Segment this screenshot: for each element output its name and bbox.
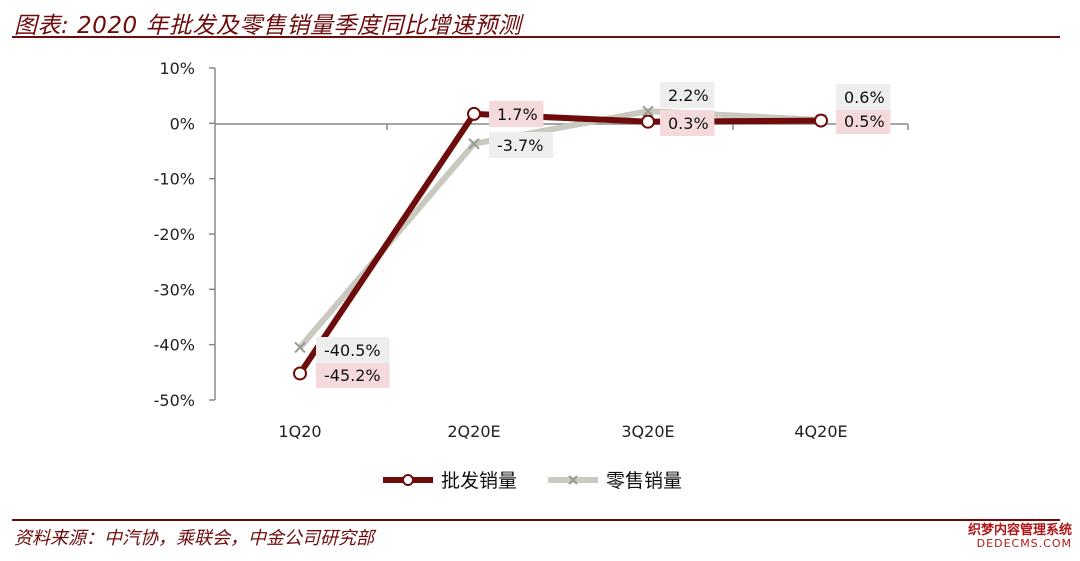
data-label: 1.7% <box>489 101 544 127</box>
source-note: 资料来源：中汽协，乘联会，中金公司研究部 <box>14 528 374 549</box>
data-point <box>467 106 481 121</box>
data-label-text: 1.7% <box>497 105 538 124</box>
chart-title: 图表: 2020 年批发及零售销量季度同比增速预测 <box>14 13 522 39</box>
data-point <box>814 113 828 128</box>
data-label: -45.2% <box>316 362 390 388</box>
watermark: 织梦内容管理系统 DEDECMS.COM <box>967 523 1072 551</box>
y-tick-label: 0% <box>170 114 195 133</box>
source-divider <box>12 519 1060 521</box>
data-label-text: 0.5% <box>844 112 885 131</box>
data-point <box>641 114 655 129</box>
legend-label: 零售销量 <box>606 470 682 492</box>
x-tick-label: 4Q20E <box>794 422 847 441</box>
series-layer <box>293 105 828 381</box>
title-divider <box>12 36 1060 38</box>
y-tick-label: -40% <box>154 336 195 355</box>
data-label-bg <box>660 82 715 108</box>
data-point <box>642 105 654 117</box>
data-label: 0.5% <box>836 108 891 134</box>
y-tick-label: -50% <box>154 391 195 410</box>
y-tick-label: -30% <box>154 280 195 299</box>
data-label: 0.6% <box>836 84 891 110</box>
legend-marker <box>568 475 578 485</box>
data-label-text: -40.5% <box>324 341 381 360</box>
data-label-bg <box>836 108 891 134</box>
legend-label: 批发销量 <box>441 470 517 492</box>
watermark-line2: DEDECMS.COM <box>976 537 1072 551</box>
data-label-text: 0.6% <box>844 88 885 107</box>
data-point <box>294 341 306 354</box>
data-label-text: 0.3% <box>668 114 709 133</box>
legend-marker <box>402 474 414 486</box>
y-tick-label: -20% <box>154 225 195 244</box>
data-label-text: 2.2% <box>668 86 709 105</box>
watermark-line1: 织梦内容管理系统 <box>967 523 1072 538</box>
data-label-bg <box>489 101 544 127</box>
data-label-bg <box>836 84 891 110</box>
data-label: -3.7% <box>489 132 553 158</box>
data-label: 2.2% <box>660 82 715 108</box>
x-tick-label: 1Q20 <box>278 422 321 441</box>
data-point-stroke <box>468 138 480 150</box>
x-tick-label: 3Q20E <box>621 422 674 441</box>
series-line <box>297 110 822 376</box>
data-point <box>293 366 307 381</box>
data-label: 0.3% <box>660 110 715 136</box>
y-tick-label: 10% <box>159 59 195 78</box>
data-labels: -45.2% 1.7% 0.3% 0.5% -40.5% -3.7% 2.2% 0.6% <box>316 82 891 388</box>
data-label-bg <box>489 132 553 158</box>
chart-area: 10% 0% -10% -20% -30% -40% -50% 1Q20 2Q20E 3Q20E 4… <box>154 59 909 492</box>
data-point <box>468 138 480 150</box>
data-label-bg <box>316 337 390 363</box>
data-point-stroke <box>294 341 306 354</box>
data-label: -40.5% <box>316 337 390 363</box>
y-tick-label: -10% <box>154 170 195 189</box>
data-label-bg <box>316 362 390 388</box>
legend: 批发销量 零售销量 <box>383 470 682 492</box>
series-line <box>297 108 822 350</box>
x-tick-label: 2Q20E <box>447 422 500 441</box>
axes: 10% 0% -10% -20% -30% -40% -50% 1Q20 2Q20E 3Q20E 4… <box>154 59 909 441</box>
data-label-text: -45.2% <box>324 366 381 385</box>
data-label-bg <box>660 110 715 136</box>
data-point-stroke <box>642 105 654 117</box>
data-label-text: -3.7% <box>497 136 543 155</box>
